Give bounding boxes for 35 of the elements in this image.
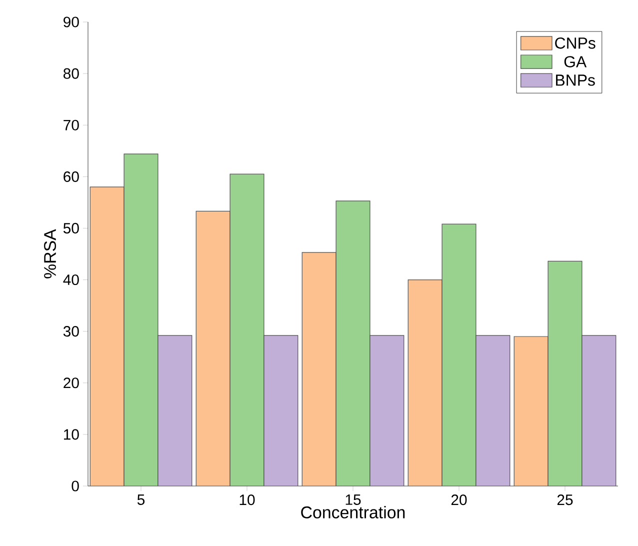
y-tick-label: 40 (63, 274, 79, 286)
y-tick-label: 30 (63, 326, 79, 337)
legend-label: CNPs (555, 37, 596, 49)
bar (370, 335, 404, 486)
bar (336, 200, 370, 486)
x-tick-label: 5 (137, 494, 145, 505)
legend-label: BNPs (556, 74, 595, 86)
y-tick-label: 50 (63, 222, 79, 234)
bar (230, 174, 264, 486)
y-tick-label: 80 (64, 68, 79, 79)
y-tick-label: 90 (64, 16, 79, 28)
x-tick-label: 25 (557, 494, 573, 506)
bar (582, 335, 616, 486)
bar (264, 335, 298, 486)
x-axis-title: Concentration (301, 506, 405, 518)
bar (158, 335, 192, 486)
y-tick-label: 20 (64, 378, 79, 388)
bar (196, 210, 230, 486)
bar (90, 186, 124, 486)
x-tick-label: 10 (240, 494, 255, 506)
y-axis-title: %RSA (44, 229, 56, 278)
bar (124, 154, 158, 486)
y-tick-label: 0 (72, 480, 79, 492)
bar (476, 335, 510, 486)
x-tick-label: 15 (346, 494, 361, 505)
y-tick-label: 70 (64, 120, 79, 130)
bar (442, 224, 476, 486)
bar (514, 336, 548, 486)
x-tick-label: 20 (451, 494, 467, 506)
bar (548, 260, 582, 486)
bar (408, 279, 442, 486)
legend-label: GA (564, 56, 587, 68)
y-tick-label: 10 (64, 429, 79, 440)
bar (302, 252, 336, 486)
y-tick-label: 60 (64, 171, 79, 182)
